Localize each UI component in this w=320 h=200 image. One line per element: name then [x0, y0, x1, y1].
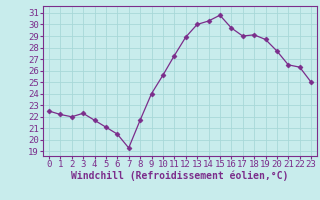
X-axis label: Windchill (Refroidissement éolien,°C): Windchill (Refroidissement éolien,°C)	[71, 171, 289, 181]
